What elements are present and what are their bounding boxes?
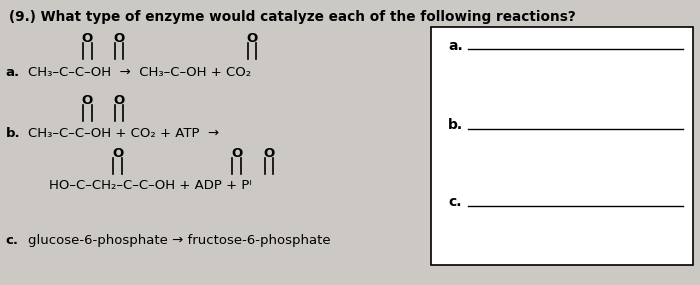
Text: O: O [82, 32, 93, 45]
Bar [430, 27, 693, 265]
Text: O: O [263, 147, 274, 160]
Text: c.: c. [6, 234, 19, 247]
Text: CH₃–C–C–OH  →  CH₃–C–OH + CO₂: CH₃–C–C–OH → CH₃–C–OH + CO₂ [28, 66, 251, 79]
Text: O: O [112, 147, 123, 160]
Text: (9.) What type of enzyme would catalyze each of the following reactions?: (9.) What type of enzyme would catalyze … [9, 10, 576, 24]
Text: O: O [113, 32, 125, 45]
Text: b.: b. [6, 127, 20, 141]
Text: CH₃–C–C–OH + CO₂ + ATP  →: CH₃–C–C–OH + CO₂ + ATP → [28, 127, 219, 141]
Text: O: O [113, 94, 125, 107]
Text: O: O [231, 147, 242, 160]
Text: O: O [82, 94, 93, 107]
Text: a.: a. [6, 66, 20, 79]
Text: b.: b. [448, 118, 463, 133]
Text: O: O [246, 32, 258, 45]
Text: a.: a. [448, 38, 463, 53]
Text: glucose-6-phosphate → fructose-6-phosphate: glucose-6-phosphate → fructose-6-phospha… [28, 234, 330, 247]
Text: HO–C–CH₂–C–C–OH + ADP + Pᴵ: HO–C–CH₂–C–C–OH + ADP + Pᴵ [49, 179, 252, 192]
Text: c.: c. [448, 195, 461, 209]
